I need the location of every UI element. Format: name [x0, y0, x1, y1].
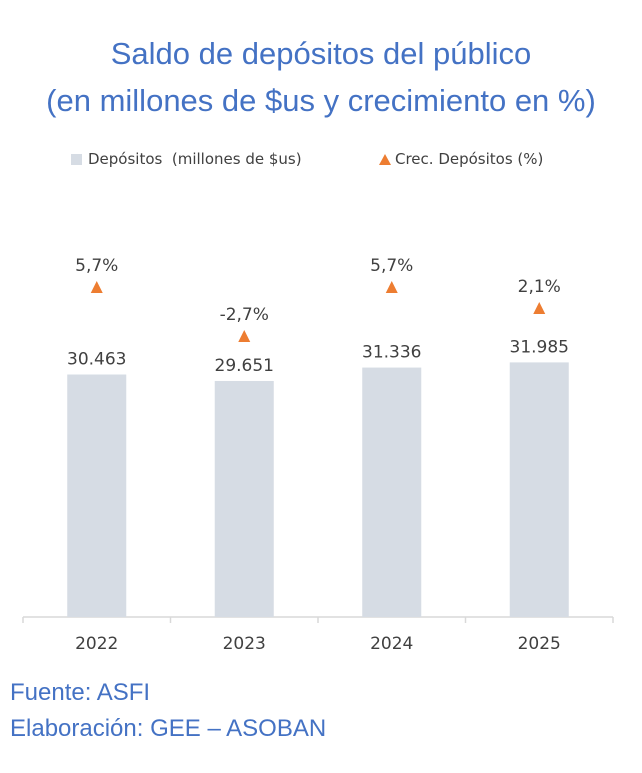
chart-subtitle: (en millones de $us y crecimiento en %) — [46, 83, 596, 118]
legend-triangle-icon — [379, 153, 391, 165]
bar-data-label: 30.463 — [67, 350, 126, 370]
x-tick-label: 2024 — [370, 634, 413, 654]
legend: Depósitos (millones de $us) Crec. Depósi… — [0, 150, 642, 174]
legend-item-depositos: Depósitos (millones de $us) — [71, 150, 302, 168]
x-tick-label: 2023 — [223, 634, 266, 654]
growth-marker-2023 — [238, 329, 251, 342]
legend-item-crecimiento: Crec. Depósitos (%) — [379, 150, 543, 168]
bar-depositos-2022 — [67, 374, 127, 617]
bar-data-label: 31.985 — [510, 337, 569, 357]
legend-label-crecimiento: Crec. Depósitos (%) — [395, 150, 544, 168]
growth-data-label: -2,7% — [220, 305, 269, 325]
growth-marker-2024 — [385, 280, 398, 293]
growth-data-label: 5,7% — [75, 256, 118, 276]
growth-data-label: 5,7% — [370, 256, 413, 276]
bar-data-label: 29.651 — [215, 356, 274, 376]
source-note: Fuente: ASFI — [10, 679, 151, 706]
credit-note: Elaboración: GEE – ASOBAN — [10, 715, 327, 742]
growth-marker-2025 — [533, 301, 546, 314]
chart-title: Saldo de depósitos del público — [110, 36, 532, 71]
growth-marker-2022 — [90, 280, 103, 293]
bar-depositos-2023 — [214, 380, 274, 617]
bar-depositos-2024 — [362, 367, 422, 617]
legend-bar-swatch-icon — [71, 153, 82, 165]
x-tick-label: 2022 — [75, 634, 118, 654]
x-tick-label: 2025 — [518, 634, 561, 654]
legend-label-depositos: Depósitos (millones de $us) — [88, 150, 302, 168]
growth-data-label: 2,1% — [518, 277, 561, 297]
bar-depositos-2025 — [509, 362, 569, 617]
bar-data-label: 31.336 — [362, 343, 421, 363]
